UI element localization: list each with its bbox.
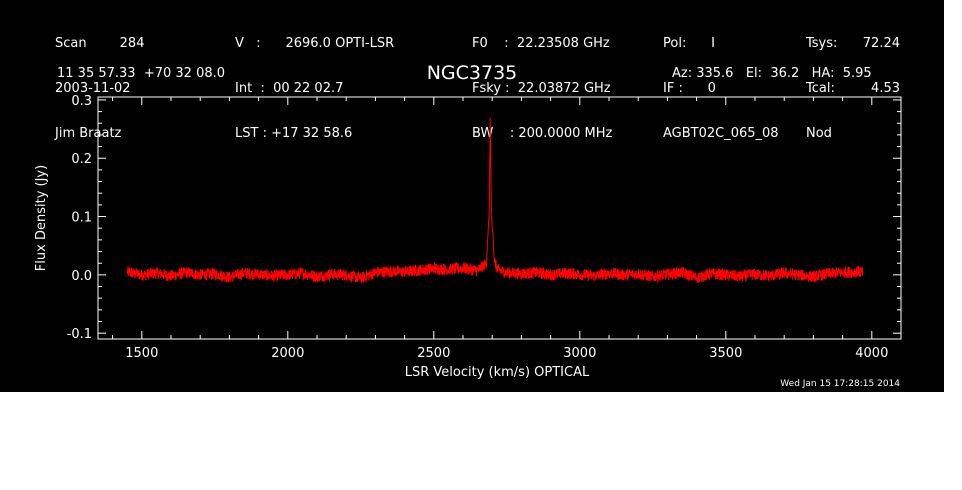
scan-info: Scan 284 2003-11-02 Jim Braatz [55, 6, 144, 171]
x-axis-ticks: 1500 2000 2500 3000 3500 4000 [112, 97, 888, 361]
system-temp-labels: Tsys: Tcal: Nod [806, 6, 837, 171]
x-tick-label: 3000 [563, 346, 596, 361]
switching-mode: Nod [806, 126, 832, 141]
velocity-info: V : 2696.0 OPTI-LSR Int : 00 22 02.7 LST… [235, 6, 394, 171]
tsys-value: 72.24 [862, 36, 900, 51]
y-tick-label: 0.1 [71, 211, 92, 226]
flux-density-series [126, 117, 864, 284]
system-temp-values: 72.24 4.53 [840, 6, 900, 126]
y-axis-ticks: -0.1 0.0 0.1 0.2 0.3 [67, 94, 901, 342]
frequency-info: F0 : 22.23508 GHz Fsky : 22.03872 GHz BW… [472, 6, 612, 171]
y-tick-label: 0.0 [71, 269, 92, 284]
tcal-label: Tcal: [806, 81, 835, 96]
x-tick-label: 4000 [855, 346, 888, 361]
sky-frequency: Fsky : 22.03872 GHz [472, 81, 611, 96]
rest-frequency: F0 : 22.23508 GHz [472, 36, 610, 51]
bandwidth: BW : 200.0000 MHz [472, 126, 613, 141]
polarization-info: Pol: I IF : 0 AGBT02C_065_08 [663, 6, 779, 171]
scan-number: Scan 284 [55, 36, 145, 51]
plot-frame [97, 96, 902, 340]
spectrum-plot: 1500 2000 2500 3000 3500 4000 -0.1 0.0 0.1 0.2 0.… [34, 94, 902, 380]
y-tick-label: 0.2 [71, 152, 92, 167]
az-el-ha: Az: 335.6 El: 36.2 HA: 5.95 [672, 66, 872, 81]
source-title: NGC3735 [426, 62, 518, 84]
source-coordinates: 11 35 57.33 +70 32 08.0 [57, 66, 226, 81]
x-axis-title: LSR Velocity (km/s) OPTICAL [405, 365, 590, 380]
observation-date: 2003-11-02 [55, 81, 131, 96]
source-velocity: V : 2696.0 OPTI-LSR [235, 36, 395, 51]
y-tick-label: -0.1 [67, 327, 92, 342]
integration-time: Int : 00 22 02.7 [235, 81, 344, 96]
project-id: AGBT02C_065_08 [663, 126, 779, 141]
tsys-label: Tsys: [806, 36, 838, 51]
x-tick-label: 3500 [709, 346, 742, 361]
if-number: IF : 0 [663, 81, 716, 96]
x-tick-label: 2500 [417, 346, 450, 361]
x-tick-label: 1500 [125, 346, 158, 361]
tcal-value: 4.53 [871, 81, 900, 96]
y-axis-title: Flux Density (Jy) [34, 165, 49, 271]
plot-timestamp: Wed Jan 15 17:28:15 2014 [780, 379, 900, 389]
observer-name: Jim Braatz [55, 126, 122, 141]
y-tick-label: 0.3 [71, 94, 92, 109]
lst-value: LST : +17 32 58.6 [235, 126, 353, 141]
x-tick-label: 2000 [271, 346, 304, 361]
spectrum-panel: Scan 284 2003-11-02 Jim Braatz V : 2696.… [0, 0, 944, 392]
polarization: Pol: I [663, 36, 715, 51]
